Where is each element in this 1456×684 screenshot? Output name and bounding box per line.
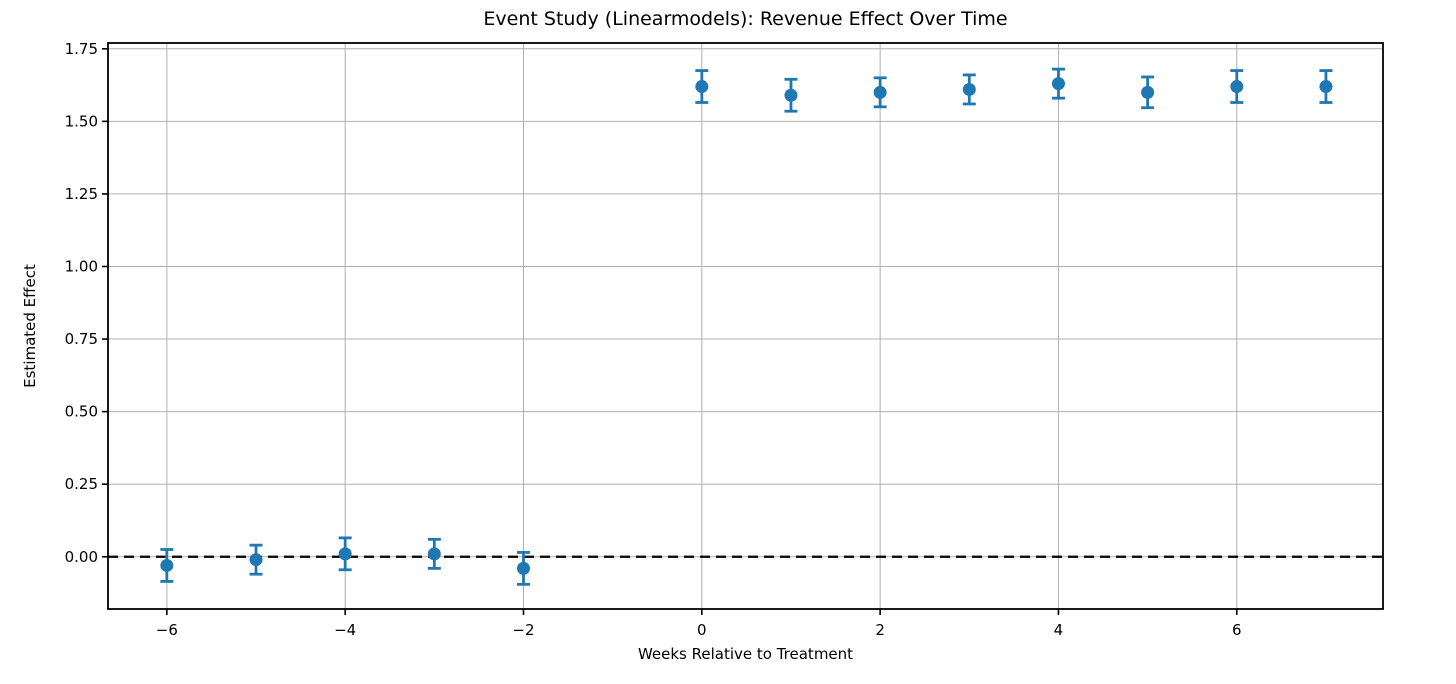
data-point <box>427 547 441 561</box>
data-point <box>784 88 798 102</box>
data-point-group <box>160 548 174 583</box>
data-point <box>873 85 887 99</box>
y-tick-label: 0.00 <box>65 548 98 566</box>
data-point <box>160 558 174 572</box>
x-tick-label: −2 <box>512 621 534 639</box>
x-tick-label: 4 <box>1054 621 1064 639</box>
y-tick-label: 1.50 <box>65 112 98 130</box>
x-tick-label: 0 <box>697 621 707 639</box>
chart-title: Event Study (Linearmodels): Revenue Effe… <box>483 8 1008 30</box>
x-tick-label: −4 <box>334 621 356 639</box>
x-tick-label: −6 <box>156 621 178 639</box>
data-point <box>962 82 976 96</box>
y-tick-label: 0.75 <box>65 330 98 348</box>
y-axis-label: Estimated Effect <box>21 264 39 388</box>
data-point-group <box>784 77 798 113</box>
data-point-group <box>516 551 530 586</box>
data-point-group <box>427 537 441 570</box>
data-point <box>1051 77 1065 91</box>
data-point-group <box>338 536 352 572</box>
y-tick-label: 0.50 <box>65 403 98 421</box>
data-point <box>249 553 263 567</box>
x-axis-label: Weeks Relative to Treatment <box>637 645 854 663</box>
data-point <box>1141 85 1155 99</box>
data-point-group <box>249 543 263 576</box>
data-point-group <box>962 73 976 106</box>
x-tick-label: 2 <box>875 621 885 639</box>
data-point <box>1230 80 1244 94</box>
data-point <box>516 561 530 575</box>
data-point <box>338 547 352 561</box>
y-tick-label: 1.75 <box>65 40 98 58</box>
data-point-group <box>695 69 709 104</box>
y-tick-label: 0.25 <box>65 475 98 493</box>
y-tick-label: 1.00 <box>65 257 98 275</box>
data-point-group <box>1319 69 1333 104</box>
data-point <box>695 80 709 94</box>
data-point-group <box>1230 69 1244 104</box>
data-point-group <box>873 76 887 109</box>
data-point-group <box>1051 67 1065 100</box>
y-tick-label: 1.25 <box>65 185 98 203</box>
x-tick-label: 6 <box>1232 621 1242 639</box>
data-point <box>1319 80 1333 94</box>
axes-border <box>107 42 1384 610</box>
data-point-group <box>1141 75 1155 110</box>
